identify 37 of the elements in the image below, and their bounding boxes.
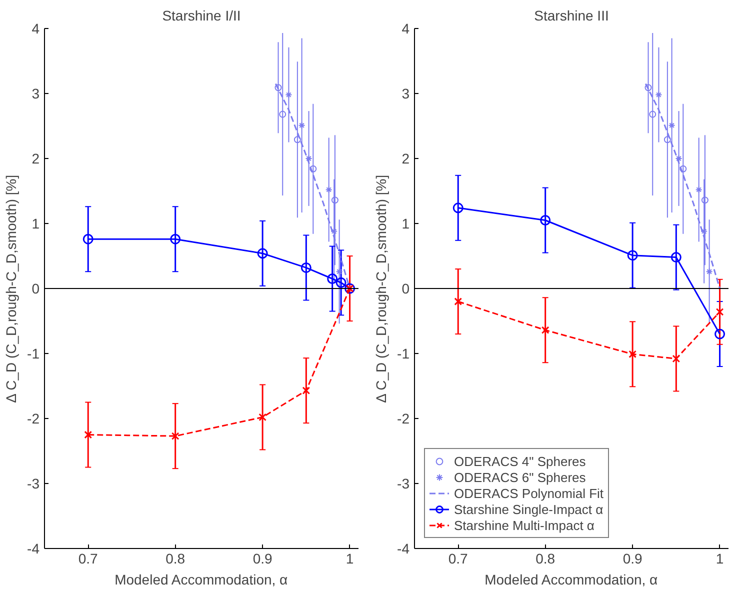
x-tick-label: 1: [716, 550, 724, 566]
y-tick-label: -4: [397, 540, 410, 556]
x-tick-label: 0.8: [166, 550, 186, 566]
x-tick-label: 0.9: [252, 550, 272, 566]
y-tick-label: -2: [27, 410, 40, 426]
y-tick-label: 0: [32, 280, 40, 296]
x-tick-label: 0.7: [78, 550, 98, 566]
legend-label: ODERACS Polynomial Fit: [454, 485, 604, 501]
y-tick-label: 4: [32, 20, 40, 36]
y-tick-label: 2: [402, 150, 410, 166]
legend-label: ODERACS 6" Spheres: [454, 469, 586, 485]
legend-label: Starshine Multi-Impact α: [454, 517, 594, 533]
x-tick-label: 0.8: [536, 550, 556, 566]
legend-label: Starshine Single-Impact α: [454, 501, 604, 517]
y-tick-label: 3: [402, 86, 410, 102]
y-tick-label: -3: [27, 476, 40, 492]
legend-label: ODERACS 4" Spheres: [454, 453, 586, 469]
x-tick-label: 0.9: [622, 550, 642, 566]
y-axis-title: Δ C_D (C_D,rough-C_D,smooth) [%]: [373, 174, 390, 403]
y-tick-label: 1: [402, 216, 410, 232]
y-axis-title: Δ C_D (C_D,rough-C_D,smooth) [%]: [3, 174, 20, 403]
x-tick-label: 1: [346, 550, 354, 566]
x-axis-title: Modeled Accommodation, α: [114, 572, 288, 588]
x-axis-title: Modeled Accommodation, α: [484, 572, 658, 588]
y-tick-label: -3: [397, 476, 410, 492]
y-tick-label: -1: [27, 346, 40, 362]
y-tick-label: -4: [27, 540, 40, 556]
y-tick-label: -2: [397, 410, 410, 426]
y-tick-label: 0: [402, 280, 410, 296]
y-tick-label: 4: [402, 20, 410, 36]
y-tick-label: 2: [32, 150, 40, 166]
y-tick-label: -1: [397, 346, 410, 362]
x-tick-label: 0.7: [448, 550, 468, 566]
chart-title: Starshine I/II: [162, 8, 241, 24]
chart-title: Starshine III: [534, 8, 609, 24]
y-tick-label: 1: [32, 216, 40, 232]
y-tick-label: 3: [32, 86, 40, 102]
